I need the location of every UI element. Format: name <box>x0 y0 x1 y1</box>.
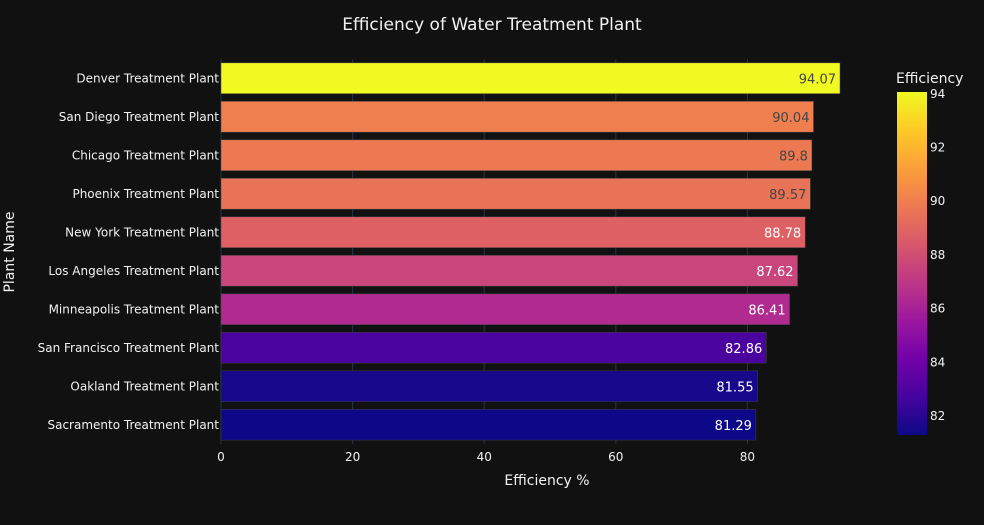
colorbar-tick-label: 88 <box>930 248 945 262</box>
bar-value-label: 89.8 <box>779 149 808 164</box>
category-labels: Denver Treatment Plant San Diego Treatmen… <box>38 71 220 432</box>
colorbar-tick-label: 94 <box>930 87 945 101</box>
colorbar-title: Efficiency <box>896 71 963 87</box>
colorbar-tick-label: 82 <box>930 409 945 423</box>
colorbar-tick-label: 90 <box>930 194 945 208</box>
bar <box>220 101 814 133</box>
colorbar-tick-label: 92 <box>930 141 945 155</box>
bar <box>220 370 758 402</box>
x-tick-labels: 0 20 40 60 80 <box>217 450 755 464</box>
bar <box>220 216 806 248</box>
bar-value-label: 89.57 <box>769 188 806 203</box>
y-tick-label: Sacramento Treatment Plant <box>47 418 219 432</box>
bar-value-label: 88.78 <box>764 226 801 241</box>
colorbar-tick-label: 86 <box>930 302 945 316</box>
bar <box>220 293 790 325</box>
bar-value-label: 86.41 <box>748 303 785 318</box>
bar-value-label: 81.55 <box>716 380 753 395</box>
y-tick-label: Minneapolis Treatment Plant <box>49 302 220 316</box>
colorbar-gradient <box>897 92 927 435</box>
bar-value-label: 87.62 <box>756 265 793 280</box>
y-tick-label: Phoenix Treatment Plant <box>72 187 219 201</box>
y-tick-label: Los Angeles Treatment Plant <box>48 264 219 278</box>
bar <box>220 178 811 210</box>
bar <box>220 332 767 364</box>
bar <box>220 139 813 171</box>
y-tick-label: Oakland Treatment Plant <box>70 379 219 393</box>
bar-value-label: 81.29 <box>715 419 752 434</box>
x-axis-title: Efficiency % <box>504 473 589 489</box>
bar-value-label: 90.04 <box>772 111 809 126</box>
x-tick-label: 0 <box>217 450 225 464</box>
bar <box>220 255 798 287</box>
colorbar-ticks: 82 84 86 88 90 92 94 <box>930 87 945 423</box>
x-tick-label: 60 <box>608 450 623 464</box>
chart-title: Efficiency of Water Treatment Plant <box>342 15 642 35</box>
bar <box>220 62 841 94</box>
x-tick-label: 80 <box>740 450 755 464</box>
x-tick-label: 20 <box>345 450 360 464</box>
y-tick-label: New York Treatment Plant <box>65 225 219 239</box>
y-axis-title: Plant Name <box>2 211 18 292</box>
x-tick-label: 40 <box>477 450 492 464</box>
bar <box>220 409 757 441</box>
y-tick-label: Denver Treatment Plant <box>76 71 219 85</box>
y-tick-label: San Diego Treatment Plant <box>59 110 220 124</box>
bars-group: 94.07 90.04 89.8 89.57 88.78 87.62 86.41 82.86 8… <box>220 62 841 441</box>
colorbar-tick-label: 84 <box>930 355 945 369</box>
colorbar: Efficiency 82 84 86 88 90 92 94 <box>896 71 963 435</box>
y-tick-label: Chicago Treatment Plant <box>72 148 219 162</box>
bar-value-label: 94.07 <box>799 72 836 87</box>
y-tick-label: San Francisco Treatment Plant <box>38 341 220 355</box>
bar-value-label: 82.86 <box>725 342 762 357</box>
